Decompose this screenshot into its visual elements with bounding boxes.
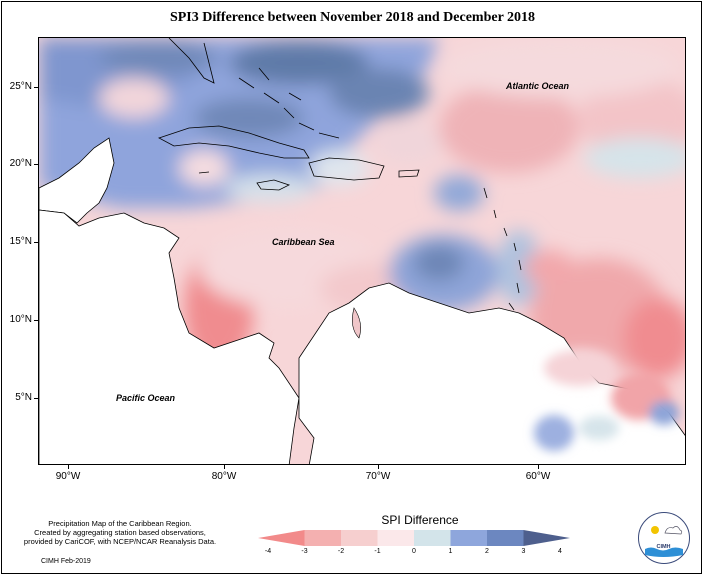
lon-tick-70: 70°W — [365, 471, 391, 482]
cloud-icon — [664, 526, 683, 535]
legend-tick-label: 2 — [485, 548, 489, 555]
lon-tickmark — [378, 465, 379, 469]
legend-colorbar — [258, 530, 570, 546]
legend-title: SPI Difference — [381, 513, 459, 527]
lat-tickmark — [34, 320, 38, 321]
lon-tick-60: 60°W — [525, 471, 551, 482]
lat-tickmark — [34, 87, 38, 88]
legend-swatch — [450, 530, 487, 546]
logo-emblem — [645, 526, 683, 557]
lat-tick-10: 10°N — [9, 314, 32, 325]
lat-tick-15: 15°N — [9, 236, 32, 247]
footnote-line: Precipitation Map of the Caribbean Regio… — [48, 519, 192, 528]
label-caribbean-sea: Caribbean Sea — [272, 237, 335, 247]
lon-tickmark — [68, 465, 69, 469]
spi-field — [39, 38, 685, 458]
legend-swatch — [377, 530, 414, 546]
legend-swatch — [523, 530, 570, 546]
islands — [157, 38, 522, 311]
lat-tick-5: 5°N — [15, 392, 32, 403]
legend-tick-label: 0 — [412, 548, 416, 555]
legend-tick-label: -4 — [264, 548, 272, 555]
legend-swatch — [487, 530, 524, 546]
legend-swatch — [414, 530, 451, 546]
spi-map — [39, 38, 685, 464]
footnote-date: CIMH Feb-2019 — [41, 558, 91, 565]
legend-tick-label: 4 — [558, 548, 562, 555]
footnote-line: Created by aggregating station based obs… — [34, 528, 206, 537]
legend-swatch — [258, 530, 305, 546]
legend-swatch — [304, 530, 341, 546]
legend-tick-label: -1 — [374, 548, 381, 555]
lat-tickmark — [34, 398, 38, 399]
lon-tickmark — [224, 465, 225, 469]
sun-icon — [651, 526, 659, 534]
footnote: Precipitation Map of the Caribbean Regio… — [20, 519, 220, 546]
lon-tickmark — [538, 465, 539, 469]
lat-tick-25: 25°N — [9, 81, 32, 92]
label-pacific-ocean: Pacific Ocean — [116, 393, 176, 403]
lon-tick-90: 90°W — [55, 471, 81, 482]
map-title: SPI3 Difference between November 2018 an… — [169, 10, 536, 25]
legend-tick-label: -3 — [301, 548, 308, 555]
legend-tick-label: -2 — [337, 548, 345, 555]
lat-tickmark — [34, 164, 38, 165]
lake-maracaibo — [352, 307, 361, 339]
legend-tick-label: 3 — [521, 548, 526, 555]
cimh-logo: CIMH — [638, 512, 690, 564]
lat-tick-20: 20°N — [9, 158, 32, 169]
label-atlantic-ocean: Atlantic Ocean — [506, 81, 570, 91]
legend-cells — [258, 530, 570, 546]
map-panel — [38, 37, 686, 465]
legend-tick-label: 1 — [448, 548, 453, 555]
footnote-line: provided by CariCOF, with NCEP/NCAR Rean… — [23, 537, 217, 546]
guiana-field — [534, 350, 679, 451]
wave-icon — [645, 547, 683, 557]
lat-tickmark — [34, 242, 38, 243]
logo-text: CIMH — [656, 544, 671, 550]
legend-swatch — [341, 530, 378, 546]
lon-tick-80: 80°W — [211, 471, 237, 482]
